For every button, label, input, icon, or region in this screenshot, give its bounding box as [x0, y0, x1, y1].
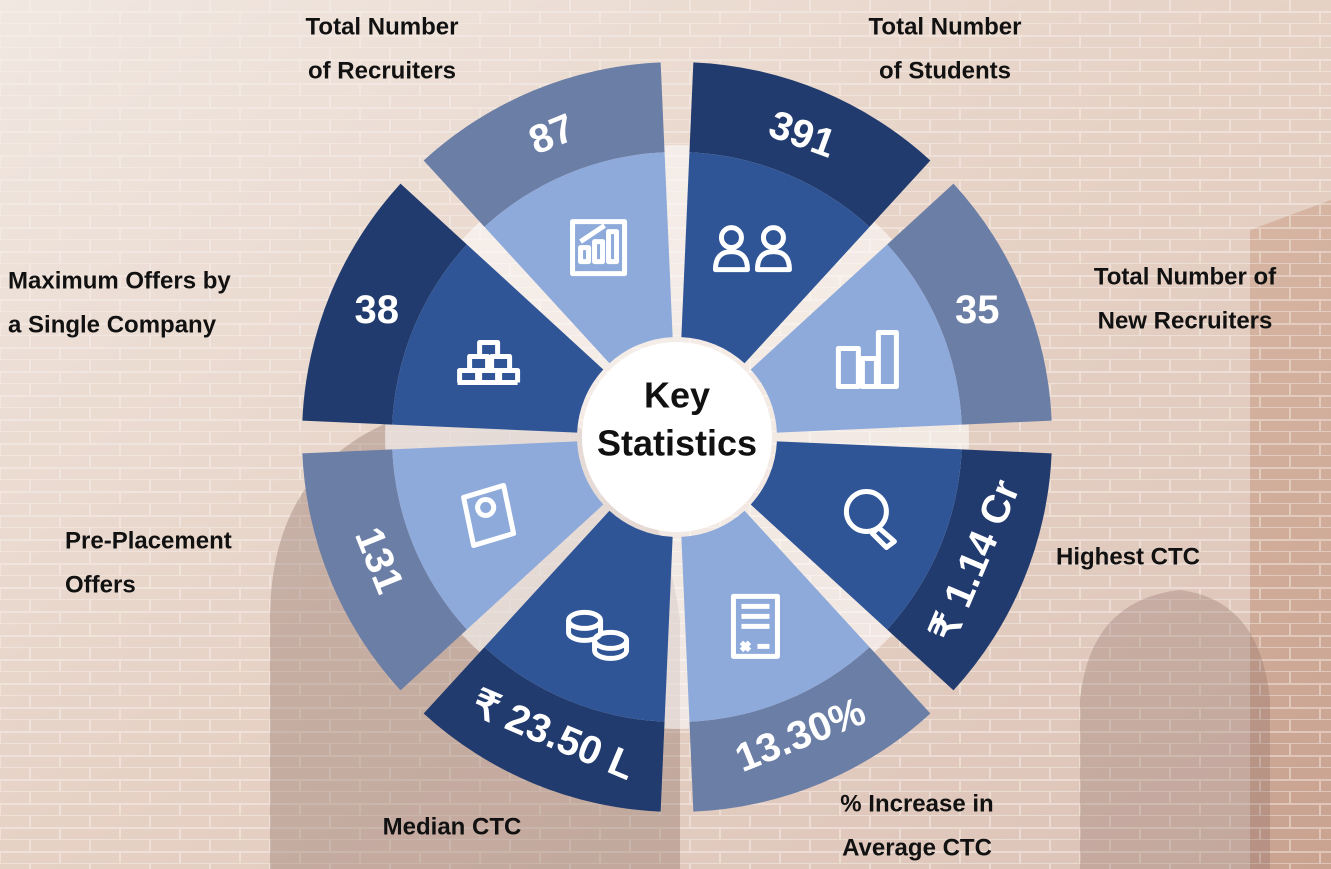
- center-title: Statistics: [597, 423, 757, 464]
- stat-value: 38: [354, 288, 399, 332]
- stat-label: Total Number of: [1094, 263, 1277, 290]
- stat-label: Average CTC: [842, 834, 992, 861]
- stat-label: Median CTC: [383, 813, 522, 840]
- stat-label: Maximum Offers by: [8, 267, 231, 294]
- stat-label: Total Number: [869, 13, 1022, 40]
- stat-label: Highest CTC: [1056, 543, 1200, 570]
- stat-label: of Students: [879, 57, 1011, 84]
- stat-label: New Recruiters: [1098, 307, 1273, 334]
- stat-label: Pre-Placement: [65, 527, 232, 554]
- stat-label: a Single Company: [8, 311, 217, 338]
- stat-label: Total Number: [306, 13, 459, 40]
- stat-label: of Recruiters: [308, 57, 456, 84]
- stat-value: 35: [955, 288, 1000, 332]
- center-title: Key: [644, 375, 710, 416]
- background-arch: [1080, 590, 1270, 869]
- stat-label: Offers: [65, 571, 136, 598]
- stat-label: % Increase in: [840, 790, 993, 817]
- infographic: 8739135₹ 1.14 Cr13.30%₹ 23.50 L13138 Key…: [0, 0, 1331, 869]
